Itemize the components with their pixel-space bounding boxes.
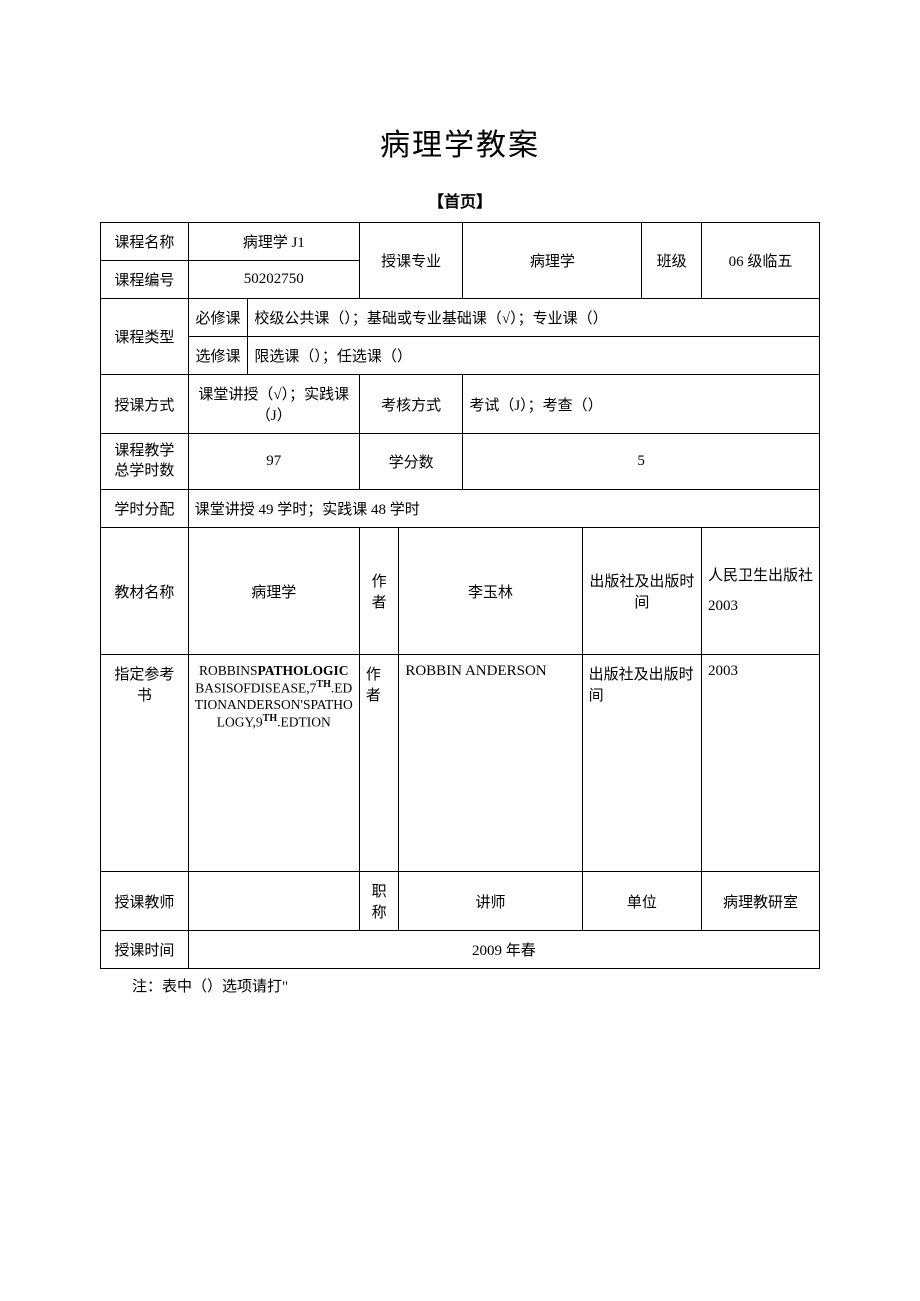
doc-title: 病理学教案 [100,120,820,164]
label-reference-author: 作者 [359,655,399,872]
value-teacher [188,872,359,931]
label-course-type: 课程类型 [101,299,189,375]
footnote: 注：表中（）选项请打" [100,975,820,996]
value-reference: ROBBINSPATHOLOGICBASISOFDISEASE,7TH.EDTI… [188,655,359,872]
page: 病理学教案 【首页】 课程名称 病理学 J1 授课专业 病理学 班级 06 级临… [0,0,920,1301]
value-reference-author: ROBBIN ANDERSON [399,655,582,872]
label-teach-method: 授课方式 [101,375,189,434]
ref-part6: TH [263,713,277,724]
label-teach-time: 授课时间 [101,931,189,969]
label-title-rank: 职称 [359,872,399,931]
value-textbook-author: 李玉林 [399,528,582,655]
label-major: 授课专业 [359,223,463,299]
value-elective-opts: 限选课（）；任选课（） [248,337,820,375]
label-credits: 学分数 [359,434,463,490]
label-total-hours: 课程教学总学时数 [101,434,189,490]
row-teach-method: 授课方式 课堂讲授（√）；实践课（J） 考核方式 考试（J）；考查（） [101,375,820,434]
ref-part4: TH [316,679,330,690]
row-total-hours: 课程教学总学时数 97 学分数 5 [101,434,820,490]
ref-part3: BASISOFDISEASE,7 [195,681,316,696]
value-textbook: 病理学 [188,528,359,655]
ref-part1: ROBBINS [199,663,258,678]
label-textbook-author: 作者 [359,528,399,655]
value-credits: 5 [463,434,820,490]
doc-subtitle: 【首页】 [100,188,820,212]
value-teach-time: 2009 年春 [188,931,819,969]
row-textbook: 教材名称 病理学 作者 李玉林 出版社及出版时间 人民卫生出版社 2003 [101,528,820,655]
label-reference-publisher: 出版社及出版时间 [582,655,701,872]
value-exam-method: 考试（J）；考查（） [463,375,820,434]
value-title-rank: 讲师 [399,872,582,931]
row-course-name: 课程名称 病理学 J1 授课专业 病理学 班级 06 级临五 [101,223,820,261]
row-required: 课程类型 必修课 校级公共课（）；基础或专业基础课（√）；专业课（） [101,299,820,337]
value-teach-method: 课堂讲授（√）；实践课（J） [188,375,359,434]
value-total-hours: 97 [188,434,359,490]
label-hours-alloc: 学时分配 [101,490,189,528]
label-class: 班级 [642,223,702,299]
value-hours-alloc: 课堂讲授 49 学时；实践课 48 学时 [188,490,819,528]
label-course-name: 课程名称 [101,223,189,261]
label-required: 必修课 [188,299,248,337]
course-table: 课程名称 病理学 J1 授课专业 病理学 班级 06 级临五 课程编号 5020… [100,222,820,969]
value-class: 06 级临五 [702,223,820,299]
label-exam-method: 考核方式 [359,375,463,434]
label-teacher: 授课教师 [101,872,189,931]
row-teacher: 授课教师 职称 讲师 单位 病理教研室 [101,872,820,931]
value-major: 病理学 [463,223,642,299]
label-textbook-publisher: 出版社及出版时间 [582,528,701,655]
value-required-opts: 校级公共课（）；基础或专业基础课（√）；专业课（） [248,299,820,337]
row-teach-time: 授课时间 2009 年春 [101,931,820,969]
value-textbook-publisher: 人民卫生出版社 2003 [702,528,820,655]
label-textbook: 教材名称 [101,528,189,655]
label-unit: 单位 [582,872,701,931]
value-course-name: 病理学 J1 [188,223,359,261]
value-course-code: 50202750 [188,261,359,299]
label-elective: 选修课 [188,337,248,375]
row-elective: 选修课 限选课（）；任选课（） [101,337,820,375]
label-reference: 指定参考书 [101,655,189,872]
row-reference: 指定参考书 ROBBINSPATHOLOGICBASISOFDISEASE,7T… [101,655,820,872]
value-reference-publisher: 2003 [702,655,820,872]
ref-part7: .EDTION [277,714,331,729]
row-hours-alloc: 学时分配 课堂讲授 49 学时；实践课 48 学时 [101,490,820,528]
ref-part2: PATHOLOGIC [258,663,349,678]
value-unit: 病理教研室 [702,872,820,931]
label-course-code: 课程编号 [101,261,189,299]
